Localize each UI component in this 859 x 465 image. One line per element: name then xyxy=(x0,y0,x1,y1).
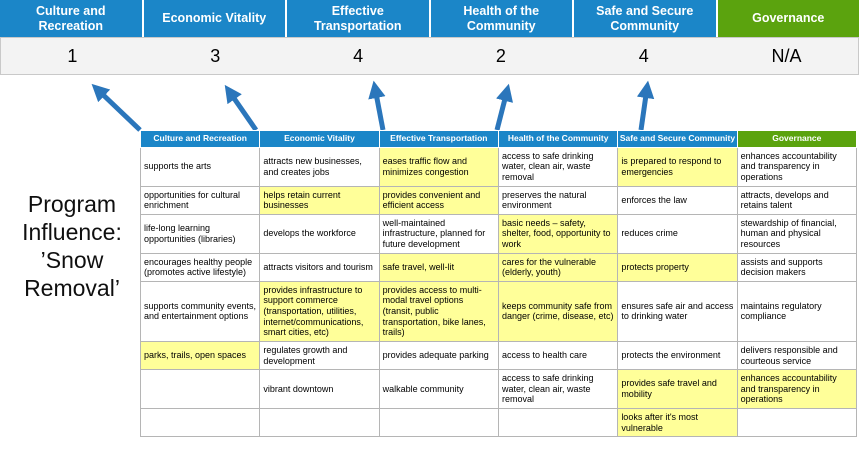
arrow-safe-secure-icon xyxy=(636,80,655,131)
matrix-cell xyxy=(139,407,261,438)
matrix-cell: ensures safe air and access to drinking … xyxy=(617,280,738,342)
matrix-header-row: Culture and Recreation Economic Vitality… xyxy=(139,130,858,148)
pillar-header-culture-recreation: Culture and Recreation xyxy=(0,0,142,37)
score-effective-transportation: 4 xyxy=(353,45,364,66)
matrix-cell: vibrant downtown xyxy=(259,369,380,409)
matrix-cell xyxy=(497,407,619,438)
matrix-row: life-long learning opportunities (librar… xyxy=(139,213,858,254)
matrix-header-governance: Governance xyxy=(736,130,858,148)
influence-matrix-body: supports the arts attracts new businesses… xyxy=(139,146,858,438)
matrix-cell: safe travel, well-lit xyxy=(378,252,499,282)
matrix-header-safe-secure: Safe and Secure Community xyxy=(617,130,738,148)
arrow-transportation-icon xyxy=(368,80,386,131)
matrix-cell xyxy=(736,407,858,438)
matrix-cell: cares for the vulnerable (elderly, youth… xyxy=(497,252,619,282)
matrix-cell: delivers responsible and courteous servi… xyxy=(736,340,858,371)
matrix-cell: protects the environment xyxy=(617,340,738,371)
matrix-cell: attracts, develops and retains talent xyxy=(736,185,858,215)
matrix-cell: provides infrastructure to support comme… xyxy=(259,280,380,342)
matrix-row: parks, trails, open spaces regulates grow… xyxy=(139,340,858,371)
arrow-health-icon xyxy=(494,83,513,131)
matrix-cell: supports community events, and entertain… xyxy=(139,280,261,342)
matrix-cell: develops the workforce xyxy=(259,213,380,254)
matrix-cell: access to health care xyxy=(497,340,619,371)
matrix-cell: preserves the natural environment xyxy=(497,185,619,215)
matrix-cell: assists and supports decision makers xyxy=(736,252,858,282)
matrix-cell: provides adequate parking xyxy=(378,340,499,371)
matrix-cell: attracts new businesses, and creates job… xyxy=(259,146,380,187)
matrix-cell: encourages healthy people (promotes acti… xyxy=(139,252,261,282)
matrix-cell: maintains regulatory compliance xyxy=(736,280,858,342)
matrix-cell: helps retain current businesses xyxy=(259,185,380,215)
pillar-header-economic-vitality: Economic Vitality xyxy=(143,0,285,37)
matrix-row: encourages healthy people (promotes acti… xyxy=(139,252,858,282)
influence-arrows xyxy=(91,80,655,132)
matrix-cell xyxy=(378,407,499,438)
matrix-cell: opportunities for cultural enrichment xyxy=(139,185,261,215)
score-governance: N/A xyxy=(771,45,802,66)
matrix-row: looks after it's most vulnerable xyxy=(139,407,858,438)
matrix-header-effective-transportation: Effective Transportation xyxy=(378,130,499,148)
matrix-cell: life-long learning opportunities (librar… xyxy=(139,213,261,254)
matrix-cell: well-maintained infrastructure, planned … xyxy=(378,213,499,254)
program-influence-label: Program Influence: ’Snow Removal’ xyxy=(22,191,122,302)
matrix-cell: walkable community xyxy=(378,369,499,409)
matrix-cell: looks after it's most vulnerable xyxy=(617,407,738,438)
matrix-cell: enforces the law xyxy=(617,185,738,215)
matrix-cell: supports the arts xyxy=(139,146,261,187)
matrix-cell: stewardship of financial, human and phys… xyxy=(736,213,858,254)
score-culture-recreation: 1 xyxy=(67,45,78,66)
matrix-header-culture-recreation: Culture and Recreation xyxy=(139,130,261,148)
pillar-header-safe-secure: Safe and Secure Community xyxy=(574,0,716,37)
matrix-cell: basic needs – safety, shelter, food, opp… xyxy=(497,213,619,254)
matrix-cell xyxy=(259,407,380,438)
matrix-cell: reduces crime xyxy=(617,213,738,254)
matrix-cell: eases traffic flow and minimizes congest… xyxy=(378,146,499,187)
arrow-economic-icon xyxy=(224,84,259,132)
matrix-cell: provides safe travel and mobility xyxy=(617,369,738,409)
matrix-cell: enhances accountability and transparency… xyxy=(736,369,858,409)
matrix-cell: access to safe drinking water, clean air… xyxy=(497,146,619,187)
matrix-cell: parks, trails, open spaces xyxy=(139,340,261,371)
influence-matrix: Culture and Recreation Economic Vitality… xyxy=(139,130,858,438)
matrix-cell: attracts visitors and tourism xyxy=(259,252,380,282)
pillar-header-governance: Governance xyxy=(717,0,859,37)
influence-matrix-head: Culture and Recreation Economic Vitality… xyxy=(139,130,858,148)
scorecard-header-row: Culture and Recreation Economic Vitality… xyxy=(0,0,859,37)
matrix-cell: is prepared to respond to emergencies xyxy=(617,146,738,187)
matrix-cell: regulates growth and development xyxy=(259,340,380,371)
score-safe-secure: 4 xyxy=(638,45,649,66)
matrix-row: opportunities for cultural enrichment hel… xyxy=(139,185,858,215)
matrix-cell: keeps community safe from danger (crime,… xyxy=(497,280,619,342)
matrix-row: vibrant downtown walkable community access… xyxy=(139,369,858,409)
matrix-cell: provides access to multi-modal travel op… xyxy=(378,280,499,342)
matrix-cell: access to safe drinking water, clean air… xyxy=(497,369,619,409)
matrix-cell: provides convenient and efficient access xyxy=(378,185,499,215)
score-economic-vitality: 3 xyxy=(210,45,221,66)
matrix-row: supports the arts attracts new businesses… xyxy=(139,146,858,187)
matrix-header-economic-vitality: Economic Vitality xyxy=(259,130,380,148)
matrix-row: supports community events, and entertain… xyxy=(139,280,858,342)
matrix-cell: enhances accountability and transparency… xyxy=(736,146,858,187)
pillar-header-health-community: Health of the Community xyxy=(430,0,572,37)
score-health-community: 2 xyxy=(495,45,506,66)
matrix-header-health-community: Health of the Community xyxy=(497,130,619,148)
arrow-culture-icon xyxy=(91,83,142,132)
matrix-cell xyxy=(139,369,261,409)
pillar-header-effective-transportation: Effective Transportation xyxy=(287,0,429,37)
matrix-cell: protects property xyxy=(617,252,738,282)
scorecard-score-row: 1 3 4 2 4 N/A xyxy=(0,37,859,75)
